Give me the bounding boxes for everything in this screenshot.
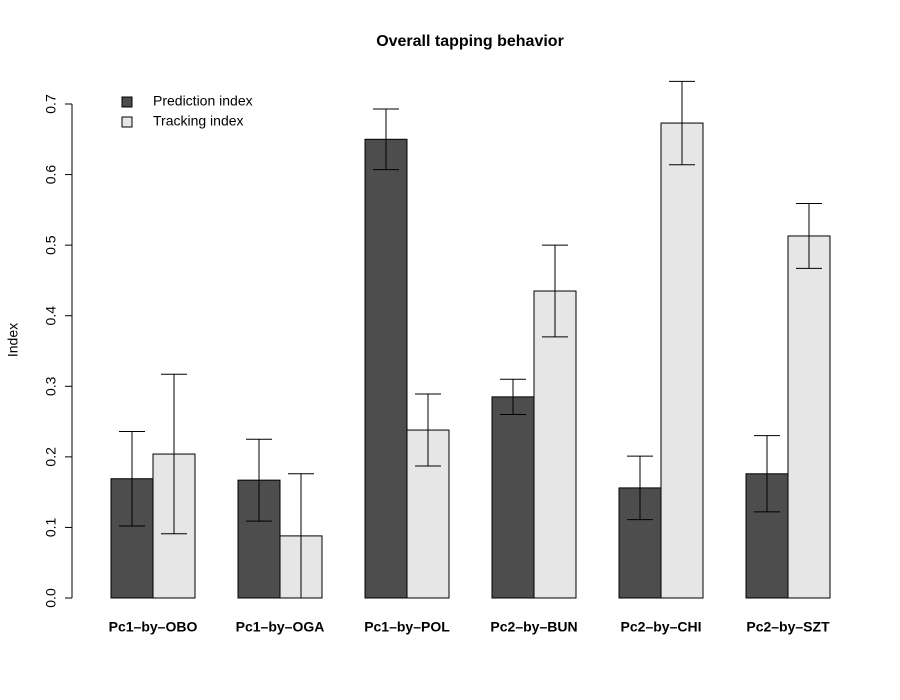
error-bar bbox=[669, 80, 695, 166]
error-bar bbox=[500, 378, 526, 416]
y-axis-label: Index bbox=[5, 323, 21, 357]
x-tick-label: Pc1–by–OGA bbox=[236, 619, 325, 635]
y-tick-label: 0.4 bbox=[43, 306, 59, 326]
bar bbox=[491, 396, 535, 599]
bar bbox=[364, 138, 408, 599]
error-bar bbox=[288, 473, 314, 599]
error-bar bbox=[754, 435, 780, 513]
x-tick-label: Pc1–by–POL bbox=[364, 619, 450, 635]
bar bbox=[533, 290, 577, 599]
error-bar bbox=[119, 430, 145, 527]
legend-swatch bbox=[121, 116, 133, 128]
y-tick-label: 0.0 bbox=[43, 588, 59, 608]
y-tick-label: 0.1 bbox=[43, 517, 59, 537]
error-bar bbox=[246, 438, 272, 522]
error-bar bbox=[627, 455, 653, 521]
y-tick-label: 0.3 bbox=[43, 376, 59, 396]
legend-swatch bbox=[121, 96, 133, 108]
bar bbox=[745, 473, 789, 599]
bar bbox=[660, 122, 704, 599]
legend-label: Tracking index bbox=[153, 113, 244, 129]
error-bar bbox=[161, 373, 187, 535]
bar bbox=[787, 235, 831, 599]
y-tick-label: 0.2 bbox=[43, 447, 59, 467]
x-tick-label: Pc2–by–CHI bbox=[621, 619, 702, 635]
error-bar bbox=[415, 393, 441, 467]
legend-label: Prediction index bbox=[153, 93, 253, 109]
x-tick-label: Pc1–by–OBO bbox=[109, 619, 198, 635]
y-tick-label: 0.7 bbox=[43, 94, 59, 114]
error-bar bbox=[796, 203, 822, 269]
y-tick-label: 0.5 bbox=[43, 235, 59, 255]
x-tick-label: Pc2–by–BUN bbox=[490, 619, 577, 635]
error-bar bbox=[373, 108, 399, 171]
x-tick-label: Pc2–by–SZT bbox=[746, 619, 830, 635]
error-bar bbox=[542, 244, 568, 338]
y-tick-label: 0.6 bbox=[43, 165, 59, 185]
chart-title: Overall tapping behavior bbox=[376, 33, 564, 50]
